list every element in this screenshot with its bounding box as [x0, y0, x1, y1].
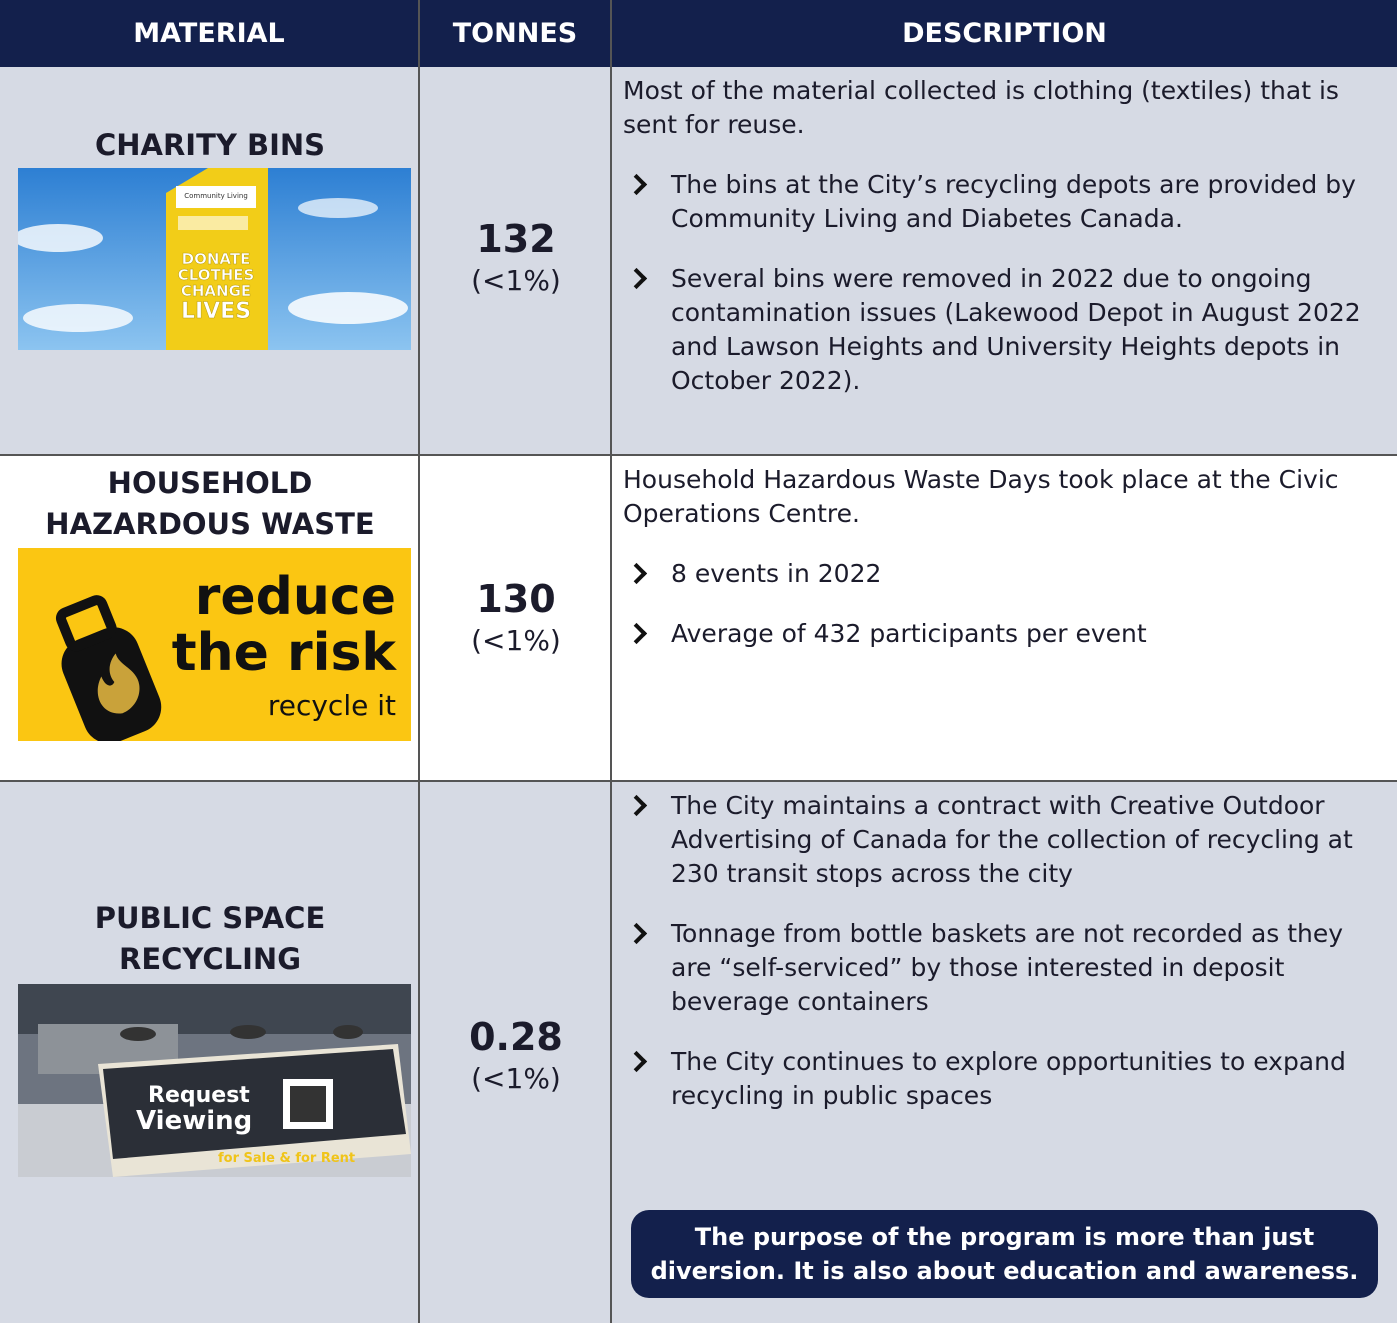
- bullet: The bins at the City’s recycling depots …: [623, 168, 1383, 236]
- tonnes-cell: 0.28 (<1%): [420, 1014, 612, 1098]
- intro: Most of the material collected is clothi…: [623, 76, 1339, 139]
- cell: [420, 67, 612, 456]
- tonnes: 130: [476, 577, 556, 621]
- intro: Household Hazardous Waste Days took plac…: [623, 465, 1339, 528]
- header-text: MATERIAL: [133, 18, 285, 49]
- cell: [420, 782, 612, 1323]
- callout: The purpose of the program is more than …: [631, 1210, 1378, 1298]
- image-text: for Sale & for Rent: [218, 1151, 355, 1166]
- bullet: The City maintains a contract with Creat…: [623, 789, 1383, 891]
- material-label: HOUSEHOLD HAZARDOUS WASTE: [45, 466, 375, 541]
- header-cell: MATERIAL: [0, 0, 420, 67]
- material-label: CHARITY BINS: [94, 128, 326, 162]
- description: Household Hazardous Waste Days took plac…: [623, 463, 1383, 677]
- cell: [420, 456, 612, 782]
- image-text: LIVES: [181, 299, 251, 324]
- public-space-image: Request Viewing for Sale & for Rent: [18, 984, 411, 1177]
- bullet: Several bins were removed in 2022 due to…: [623, 262, 1383, 398]
- image-text: recycle it: [268, 689, 396, 722]
- share: (<1%): [471, 264, 561, 297]
- image-text: the risk: [172, 623, 398, 683]
- tonnes: 0.28: [469, 1015, 563, 1059]
- header-text: DESCRIPTION: [902, 18, 1107, 49]
- image-text: DONATE: [182, 250, 251, 268]
- header-cell: TONNES: [420, 0, 612, 67]
- description: The City maintains a contract with Creat…: [623, 789, 1383, 1139]
- image-text: Viewing: [136, 1106, 252, 1136]
- tonnes: 132: [476, 217, 556, 261]
- header-text: TONNES: [452, 18, 578, 49]
- material-label: PUBLIC SPACE RECYCLING: [94, 901, 326, 976]
- bullet: 8 events in 2022: [623, 557, 1383, 591]
- tonnes-cell: 132 (<1%): [420, 216, 612, 300]
- hazard-image: reduce the risk recycle it: [18, 548, 411, 741]
- bullet: Tonnage from bottle baskets are not reco…: [623, 917, 1383, 1019]
- charity-bin-image: Community Living DONATE CLOTHES CHANGE L…: [18, 168, 411, 350]
- share: (<1%): [471, 624, 561, 657]
- image-text: CLOTHES: [178, 266, 255, 284]
- header-cell: DESCRIPTION: [612, 0, 1397, 67]
- image-text: Request: [148, 1083, 250, 1108]
- bullet: The City continues to explore opportunit…: [623, 1045, 1383, 1113]
- tonnes-cell: 130 (<1%): [420, 576, 612, 660]
- image-text: Community Living: [184, 192, 248, 200]
- share: (<1%): [471, 1062, 561, 1095]
- description: Most of the material collected is clothi…: [623, 74, 1383, 424]
- bullet: Average of 432 participants per event: [623, 617, 1383, 651]
- callout-text: The purpose of the program is more than …: [650, 1223, 1359, 1285]
- image-text: CHANGE: [181, 282, 251, 300]
- image-text: reduce: [195, 567, 396, 627]
